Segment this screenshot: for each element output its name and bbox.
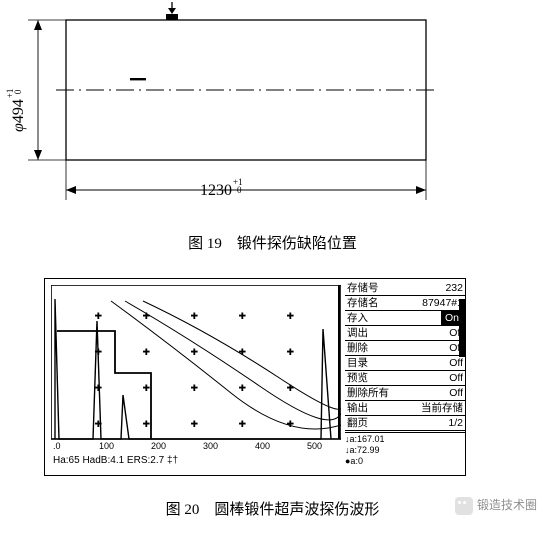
fig19-width-label: 1230+10 bbox=[200, 178, 243, 200]
fig20-menu: 存储号232存储名87947#1存入On调出Off删除Off目录Off预览Off… bbox=[345, 281, 465, 467]
svg-text:+: + bbox=[287, 417, 294, 430]
svg-text:.0: .0 bbox=[53, 441, 61, 451]
watermark: 锻造技术圈 bbox=[455, 496, 537, 515]
menu-row: 翻页1/2 bbox=[345, 416, 465, 431]
svg-text:+: + bbox=[239, 309, 246, 322]
fig19-drawing bbox=[10, 0, 480, 230]
fig20-plot: +++++ +++++ +++++ +++++ .0 100 200 300 4… bbox=[51, 285, 341, 451]
fig20-footer: ↓a:167.01 ↓a:72.99 ●a:0 bbox=[345, 432, 465, 467]
chat-icon bbox=[455, 497, 473, 515]
menu-row: 存储名87947#1 bbox=[345, 296, 465, 311]
svg-text:+: + bbox=[143, 381, 150, 394]
fig20-screen: +++++ +++++ +++++ +++++ .0 100 200 300 4… bbox=[44, 278, 466, 476]
svg-text:+: + bbox=[239, 417, 246, 430]
menu-row: 目录Off bbox=[345, 356, 465, 371]
svg-text:+: + bbox=[143, 417, 150, 430]
svg-text:400: 400 bbox=[255, 441, 270, 451]
svg-text:+: + bbox=[95, 309, 102, 322]
svg-text:+: + bbox=[191, 309, 198, 322]
menu-row: 预览Off bbox=[345, 371, 465, 386]
svg-text:+: + bbox=[191, 345, 198, 358]
svg-text:300: 300 bbox=[203, 441, 218, 451]
svg-text:+: + bbox=[287, 309, 294, 322]
fig19-height-label: φ494+10 bbox=[6, 89, 28, 132]
svg-text:500: 500 bbox=[307, 441, 322, 451]
menu-row: 存储号232 bbox=[345, 281, 465, 296]
svg-text:+: + bbox=[287, 381, 294, 394]
menu-row: 调出Off bbox=[345, 326, 465, 341]
fig20-status-line: Ha:65 HadB:4.1 ERS:2.7 ‡† bbox=[53, 455, 178, 466]
menu-row: 删除所有Off bbox=[345, 386, 465, 401]
svg-text:+: + bbox=[191, 381, 198, 394]
menu-row: 删除Off bbox=[345, 341, 465, 356]
fig19-caption: 图 19 锻件探伤缺陷位置 bbox=[0, 232, 545, 253]
svg-text:+: + bbox=[287, 345, 294, 358]
svg-text:100: 100 bbox=[99, 441, 114, 451]
menu-row: 存入On bbox=[345, 311, 465, 326]
svg-text:+: + bbox=[191, 417, 198, 430]
menu-row: 输出当前存储 bbox=[345, 401, 465, 416]
svg-text:+: + bbox=[143, 345, 150, 358]
svg-text:200: 200 bbox=[151, 441, 166, 451]
svg-text:+: + bbox=[239, 381, 246, 394]
